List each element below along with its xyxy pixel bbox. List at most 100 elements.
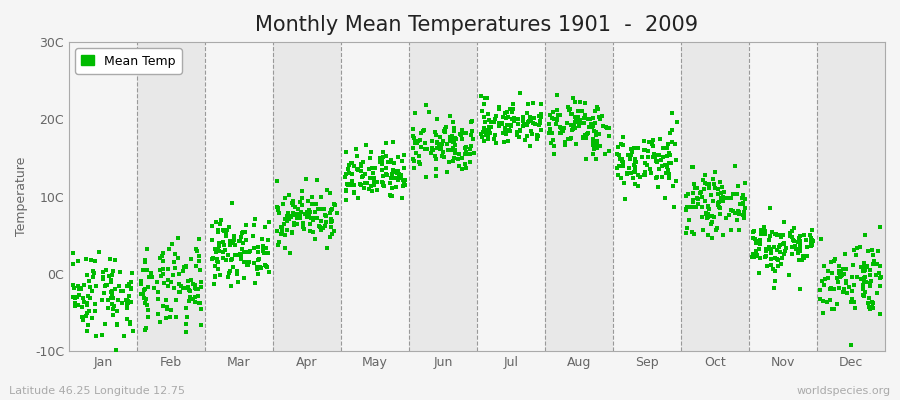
Point bbox=[366, 170, 381, 176]
Point bbox=[239, 262, 254, 269]
Point bbox=[551, 111, 565, 118]
Point bbox=[498, 125, 512, 132]
Point bbox=[305, 194, 320, 200]
Point bbox=[769, 231, 783, 237]
Point bbox=[194, 284, 208, 290]
Point bbox=[828, 256, 842, 262]
Point bbox=[749, 248, 763, 254]
Point bbox=[106, 303, 121, 310]
Point bbox=[667, 204, 681, 210]
Point bbox=[391, 175, 405, 182]
Point bbox=[258, 262, 273, 268]
Point bbox=[832, 270, 846, 277]
Point bbox=[238, 237, 253, 243]
Point bbox=[292, 206, 306, 212]
Point bbox=[658, 162, 672, 168]
Point bbox=[777, 240, 791, 246]
Point bbox=[86, 270, 101, 276]
Point bbox=[285, 230, 300, 236]
Point bbox=[788, 242, 803, 249]
Point bbox=[847, 247, 861, 254]
Point bbox=[804, 236, 818, 242]
Point bbox=[485, 119, 500, 126]
Point bbox=[66, 282, 80, 288]
Point bbox=[696, 227, 710, 233]
Point bbox=[362, 186, 376, 192]
Point bbox=[85, 315, 99, 321]
Point bbox=[746, 235, 760, 241]
Point bbox=[80, 328, 94, 334]
Point bbox=[139, 325, 153, 331]
Point bbox=[464, 118, 479, 124]
Point bbox=[590, 156, 604, 162]
Point bbox=[384, 185, 399, 192]
Point bbox=[610, 151, 625, 158]
Point bbox=[716, 232, 730, 238]
Point bbox=[376, 173, 391, 179]
Point bbox=[212, 272, 227, 278]
Point bbox=[247, 260, 261, 266]
Point bbox=[192, 257, 206, 264]
Point bbox=[691, 196, 706, 202]
Point bbox=[95, 331, 110, 338]
Point bbox=[437, 126, 452, 132]
Point bbox=[122, 319, 137, 325]
Point bbox=[575, 120, 590, 126]
Point bbox=[383, 180, 398, 186]
Point bbox=[184, 276, 198, 283]
Point bbox=[752, 246, 766, 252]
Point bbox=[874, 274, 888, 280]
Point bbox=[358, 180, 373, 187]
Point bbox=[192, 286, 206, 292]
Point bbox=[406, 132, 420, 139]
Point bbox=[353, 180, 367, 187]
Point bbox=[216, 255, 230, 261]
Point bbox=[482, 124, 496, 130]
Point bbox=[66, 261, 80, 267]
Point bbox=[832, 267, 846, 274]
Point bbox=[393, 174, 408, 181]
Point bbox=[256, 243, 271, 249]
Point bbox=[687, 189, 701, 196]
Point bbox=[668, 141, 682, 147]
Point bbox=[805, 236, 819, 243]
Point bbox=[156, 271, 170, 277]
Point bbox=[350, 152, 365, 159]
Point bbox=[516, 114, 530, 120]
Point bbox=[194, 306, 208, 312]
Point bbox=[364, 148, 378, 155]
Point bbox=[698, 180, 713, 186]
Point bbox=[89, 283, 104, 289]
Point bbox=[716, 198, 731, 204]
Point bbox=[768, 268, 782, 275]
Point bbox=[698, 172, 713, 178]
Point bbox=[237, 249, 251, 256]
Point bbox=[251, 271, 266, 278]
Point bbox=[458, 148, 473, 155]
Point bbox=[182, 287, 196, 293]
Point bbox=[763, 233, 778, 240]
Point bbox=[171, 255, 185, 261]
Point bbox=[689, 204, 704, 210]
Point bbox=[175, 282, 189, 289]
Point bbox=[271, 204, 285, 211]
Point bbox=[526, 100, 540, 106]
Point bbox=[736, 212, 751, 218]
Point bbox=[377, 183, 392, 189]
Point bbox=[316, 206, 330, 212]
Point bbox=[305, 214, 320, 221]
Point bbox=[560, 119, 574, 126]
Point bbox=[832, 285, 846, 291]
Bar bbox=[409, 42, 477, 351]
Point bbox=[340, 180, 355, 187]
Point bbox=[687, 204, 701, 211]
Point bbox=[564, 111, 579, 118]
Point bbox=[862, 294, 877, 301]
Point bbox=[328, 202, 342, 208]
Point bbox=[860, 262, 875, 269]
Point bbox=[504, 123, 518, 129]
Point bbox=[458, 130, 473, 137]
Point bbox=[793, 248, 807, 255]
Point bbox=[242, 249, 256, 256]
Point bbox=[136, 290, 150, 297]
